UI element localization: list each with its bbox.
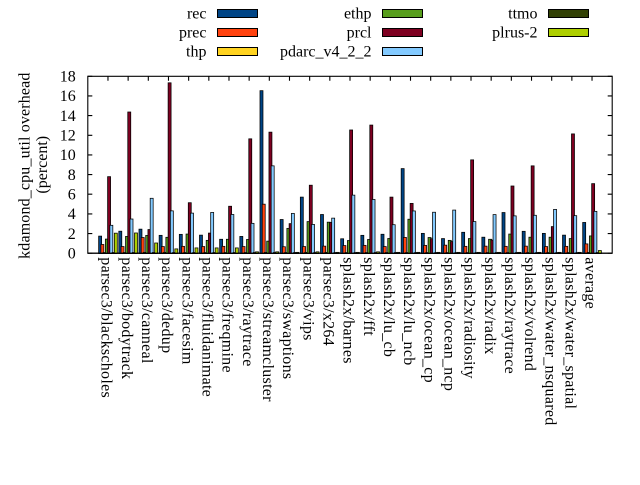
svg-text:parsec3/swaptions: parsec3/swaptions <box>279 257 296 379</box>
svg-text:14: 14 <box>60 108 76 125</box>
svg-text:kdamond_cpu_util overhead: kdamond_cpu_util overhead <box>17 72 34 258</box>
svg-text:parsec3/fluidanimate: parsec3/fluidanimate <box>199 257 216 397</box>
svg-text:2: 2 <box>68 226 76 243</box>
svg-text:splash2x/volrend: splash2x/volrend <box>521 257 538 371</box>
svg-text:plrus-2: plrus-2 <box>492 25 537 42</box>
svg-text:ethp: ethp <box>344 6 372 23</box>
svg-text:parsec3/x264: parsec3/x264 <box>320 257 337 346</box>
svg-text:thp: thp <box>186 44 206 61</box>
svg-text:12: 12 <box>60 128 76 145</box>
svg-text:0: 0 <box>68 245 76 262</box>
svg-text:parsec3/bodytrack: parsec3/bodytrack <box>118 257 135 379</box>
svg-text:splash2x/lu_ncb: splash2x/lu_ncb <box>400 257 417 365</box>
svg-text:splash2x/barnes: splash2x/barnes <box>340 257 357 363</box>
svg-text:8: 8 <box>68 167 76 184</box>
svg-text:prec: prec <box>179 25 207 42</box>
svg-text:parsec3/canneal: parsec3/canneal <box>138 257 155 364</box>
svg-text:4: 4 <box>68 206 76 223</box>
svg-text:prcl: prcl <box>347 25 372 42</box>
svg-text:6: 6 <box>68 186 76 203</box>
svg-text:splash2x/radiosity: splash2x/radiosity <box>461 257 478 378</box>
svg-text:splash2x/fft: splash2x/fft <box>360 257 377 336</box>
svg-text:ttmo: ttmo <box>508 6 537 23</box>
svg-text:splash2x/ocean_cp: splash2x/ocean_cp <box>420 257 437 383</box>
svg-text:rec: rec <box>187 6 207 23</box>
svg-text:splash2x/radix: splash2x/radix <box>481 257 498 354</box>
svg-text:parsec3/streamcluster: parsec3/streamcluster <box>259 257 276 402</box>
svg-text:parsec3/freqmine: parsec3/freqmine <box>219 257 236 373</box>
svg-text:splash2x/water_nsquared: splash2x/water_nsquared <box>541 257 558 425</box>
svg-text:average: average <box>582 257 599 309</box>
svg-text:pdarc_v4_2_2: pdarc_v4_2_2 <box>280 44 372 61</box>
svg-text:parsec3/facesim: parsec3/facesim <box>178 257 195 365</box>
svg-text:splash2x/water_spatial: splash2x/water_spatial <box>562 257 579 409</box>
svg-text:18: 18 <box>60 69 76 86</box>
svg-text:(percent): (percent) <box>34 136 51 194</box>
svg-text:splash2x/ocean_ncp: splash2x/ocean_ncp <box>441 257 458 391</box>
svg-text:parsec3/raytrace: parsec3/raytrace <box>239 257 256 366</box>
svg-text:splash2x/raytrace: splash2x/raytrace <box>501 257 518 374</box>
svg-text:16: 16 <box>60 88 76 105</box>
svg-text:parsec3/dedup: parsec3/dedup <box>158 257 175 353</box>
svg-text:parsec3/blackscholes: parsec3/blackscholes <box>98 257 115 398</box>
svg-text:parsec3/vips: parsec3/vips <box>299 257 316 340</box>
svg-text:splash2x/lu_cb: splash2x/lu_cb <box>380 257 397 357</box>
svg-text:10: 10 <box>60 147 76 164</box>
